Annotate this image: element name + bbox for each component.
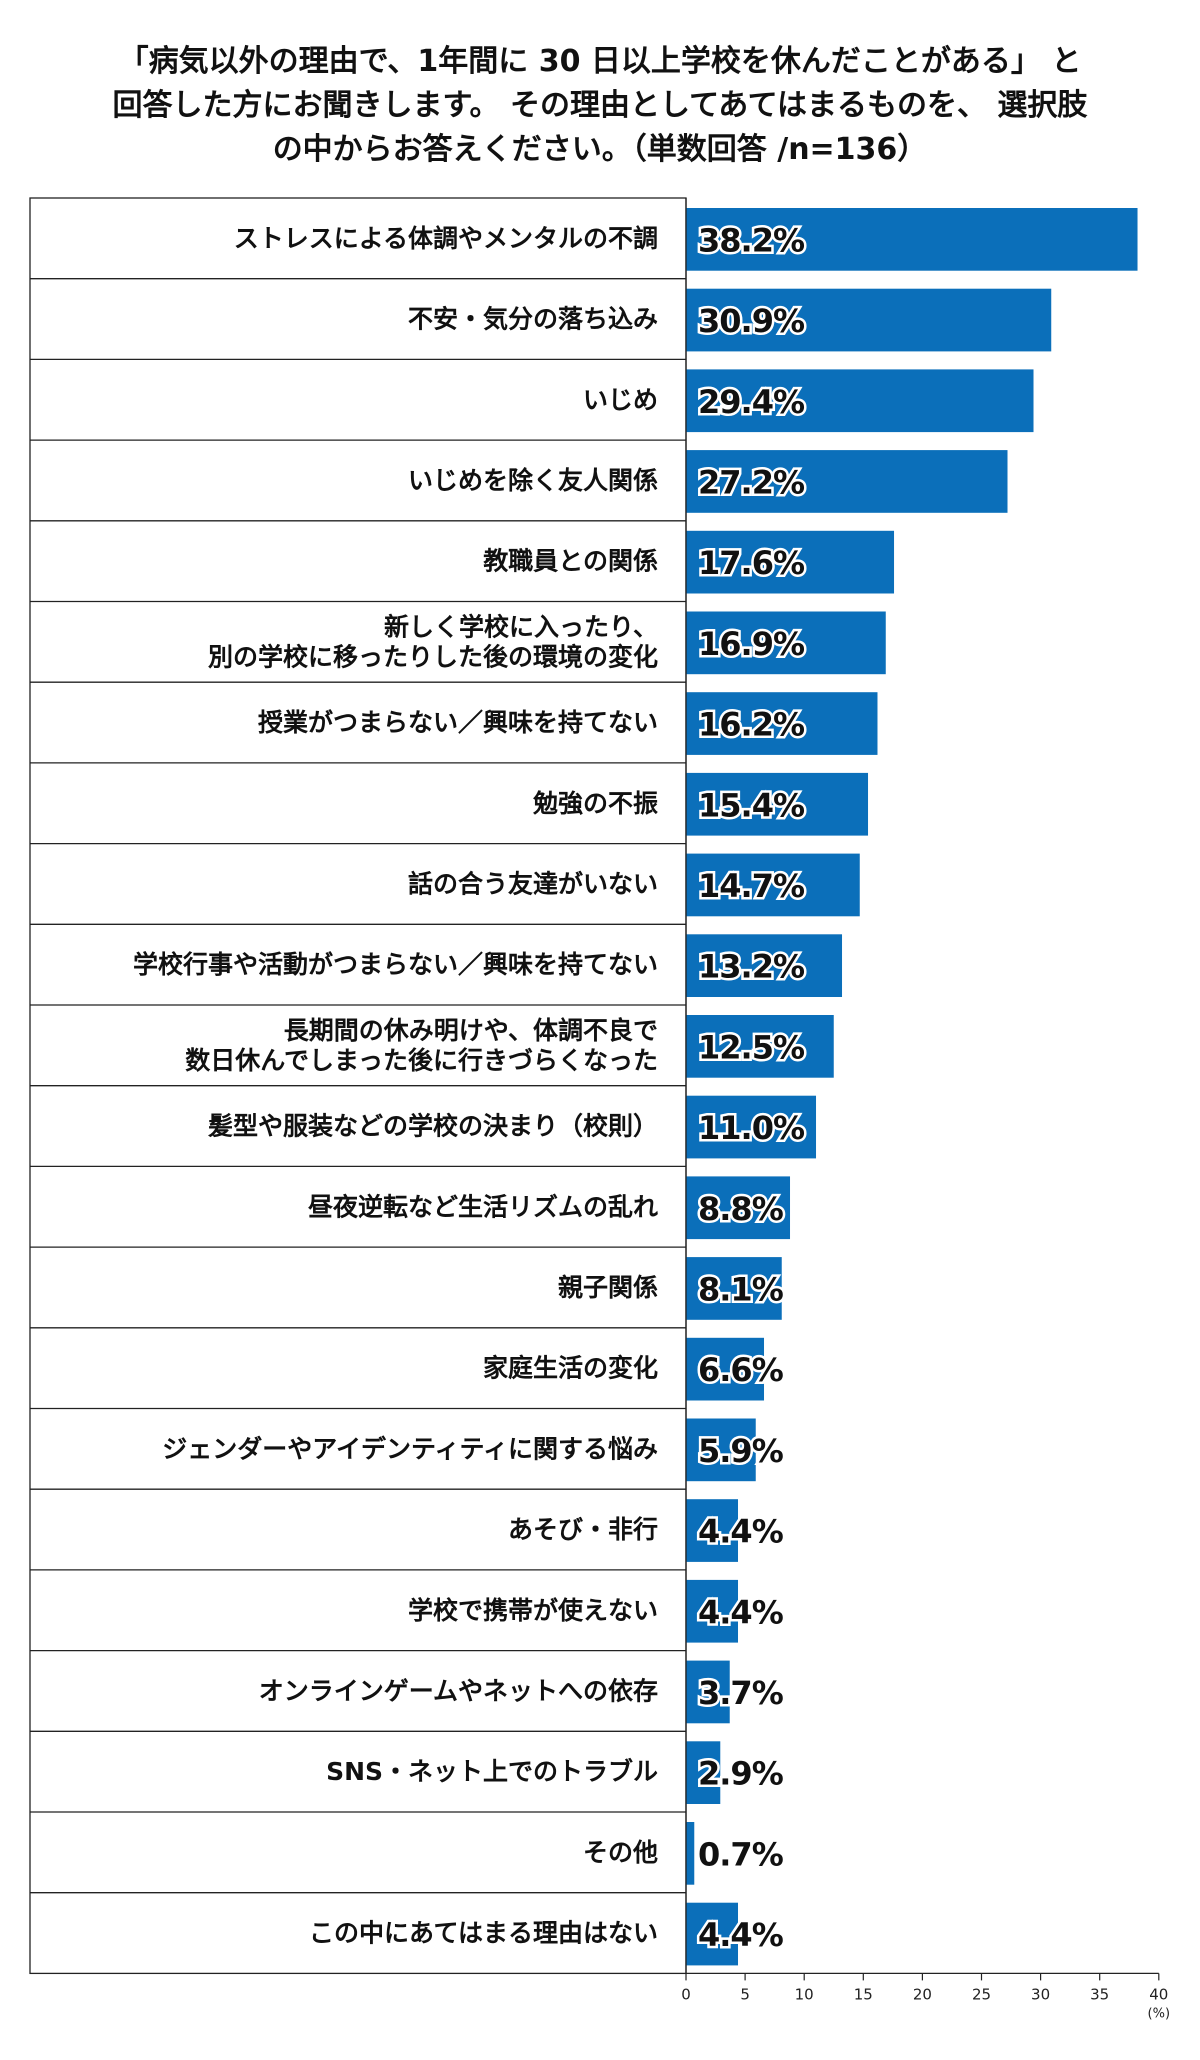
bar xyxy=(686,369,1034,433)
bar xyxy=(686,1257,782,1320)
value-label: 2.9% xyxy=(698,1755,784,1793)
bar xyxy=(686,1095,817,1159)
x-tick-label: 30 xyxy=(1031,1985,1050,2003)
category-label: 学校で携帯が使えない xyxy=(408,1596,658,1625)
x-axis: 0 5 10 15 20 25 30 35 40 (%) xyxy=(681,198,1170,2021)
category-label: 長期間の休み明けや、体調不良で xyxy=(284,1016,658,1045)
value-label: 4.4% xyxy=(698,1916,784,1954)
value-labels: 38.2% 30.9% 29.4% 27.2% 17.6% 16.9% 16.2% 15.4%… xyxy=(696,219,809,1957)
value-label: 12.5% xyxy=(698,1028,805,1066)
bar xyxy=(686,530,895,594)
value-label: 14.7% xyxy=(698,867,805,905)
bar xyxy=(686,1499,739,1562)
category-label: ジェンダーやアイデンティティに関する悩み xyxy=(162,1434,658,1463)
category-label: 昼夜逆転など生活リズムの乱れ xyxy=(308,1192,658,1221)
value-label: 15.4% xyxy=(698,786,805,824)
x-tick-label: 5 xyxy=(740,1985,750,2003)
value-label: 16.2% xyxy=(698,706,805,744)
value-label: 38.2% xyxy=(698,221,805,259)
bar xyxy=(686,450,1008,513)
value-label: 17.6% xyxy=(698,544,805,582)
bars xyxy=(686,208,1138,1966)
x-tick-label: 0 xyxy=(681,1985,691,2003)
category-label: 新しく学校に入ったり、 xyxy=(384,612,658,641)
value-label: 30.9% xyxy=(698,302,805,340)
chart-title: 「病気以外の理由で、1年間に 30 日以上学校を休んだことがある」 と 回答した… xyxy=(40,40,1160,172)
bar xyxy=(686,934,843,997)
category-label: いじめ xyxy=(583,385,658,414)
title-line-3: の中からお答えください。（単数回答 /n=136） xyxy=(272,132,928,167)
category-label: あそび・非行 xyxy=(508,1515,658,1544)
bar xyxy=(686,611,886,675)
category-label: 話の合う友達がいない xyxy=(408,869,658,898)
value-label: 8.1% xyxy=(698,1270,784,1308)
value-label: 5.9% xyxy=(698,1432,784,1470)
bar xyxy=(686,1902,739,1966)
bar xyxy=(686,1418,756,1482)
category-label: SNS・ネット上でのトラブル xyxy=(326,1757,658,1786)
category-label: 勉強の不振 xyxy=(532,789,658,818)
bar xyxy=(686,288,1052,352)
value-label: 11.0% xyxy=(698,1109,805,1147)
x-tick-label: 35 xyxy=(1090,1985,1109,2003)
value-label: 6.6% xyxy=(698,1351,784,1389)
bar xyxy=(686,208,1138,271)
category-labels: ストレスによる体調やメンタルの不調不安・気分の落ち込みいじめいじめを除く友人関係… xyxy=(133,224,658,1948)
value-label: 3.7% xyxy=(698,1674,784,1712)
value-label: 16.9% xyxy=(698,625,805,663)
category-label: 親子関係 xyxy=(558,1273,658,1302)
value-label: 0.7% xyxy=(698,1835,784,1873)
bar xyxy=(686,1741,721,1804)
bar xyxy=(686,1822,695,1885)
title-line-1: 「病気以外の理由で、1年間に 30 日以上学校を休んだことがある」 と xyxy=(118,44,1082,79)
x-tick-label: 10 xyxy=(795,1985,814,2003)
value-label: 4.4% xyxy=(698,1593,784,1631)
category-label: その他 xyxy=(583,1838,658,1867)
category-label: オンラインゲームやネットへの依存 xyxy=(259,1676,658,1705)
bar xyxy=(686,692,878,755)
category-label: 学校行事や活動がつまらない／興味を持てない xyxy=(133,950,658,979)
bar xyxy=(686,1176,791,1240)
x-unit-label: (%) xyxy=(1148,2006,1171,2021)
bar xyxy=(686,1015,834,1078)
category-label: ストレスによる体調やメンタルの不調 xyxy=(234,224,658,253)
category-label: 別の学校に移ったりした後の環境の変化 xyxy=(208,642,658,671)
bar xyxy=(686,772,869,836)
bar xyxy=(686,1337,765,1401)
category-label: いじめを除く友人関係 xyxy=(408,466,658,495)
x-tick-label: 40 xyxy=(1149,1985,1168,2003)
bar xyxy=(686,1579,739,1643)
category-label: 髪型や服装などの学校の決まり（校則） xyxy=(207,1112,658,1141)
row-frames xyxy=(29,197,687,1975)
category-label: 授業がつまらない／興味を持てない xyxy=(258,708,658,737)
category-label: 不安・気分の落ち込み xyxy=(408,305,658,334)
bar xyxy=(686,853,860,917)
category-label: 数日休んでしまった後に行きづらくなった xyxy=(185,1046,658,1075)
title-line-2: 回答した方にお聞きします。 その理由としてあてはまるものを、 選択肢 xyxy=(112,88,1088,123)
value-label: 29.4% xyxy=(698,383,805,421)
category-label: 教職員との関係 xyxy=(483,547,658,576)
value-label: 27.2% xyxy=(698,463,805,501)
x-tick-label: 25 xyxy=(972,1985,991,2003)
category-label: この中にあてはまる理由はない xyxy=(309,1919,658,1948)
category-label: 家庭生活の変化 xyxy=(483,1354,658,1383)
x-tick-label: 20 xyxy=(913,1985,932,2003)
value-label: 13.2% xyxy=(698,948,805,986)
bar xyxy=(686,1660,730,1724)
value-label: 8.8% xyxy=(698,1190,784,1228)
x-tick-label: 15 xyxy=(854,1985,873,2003)
value-label: 4.4% xyxy=(698,1513,784,1551)
